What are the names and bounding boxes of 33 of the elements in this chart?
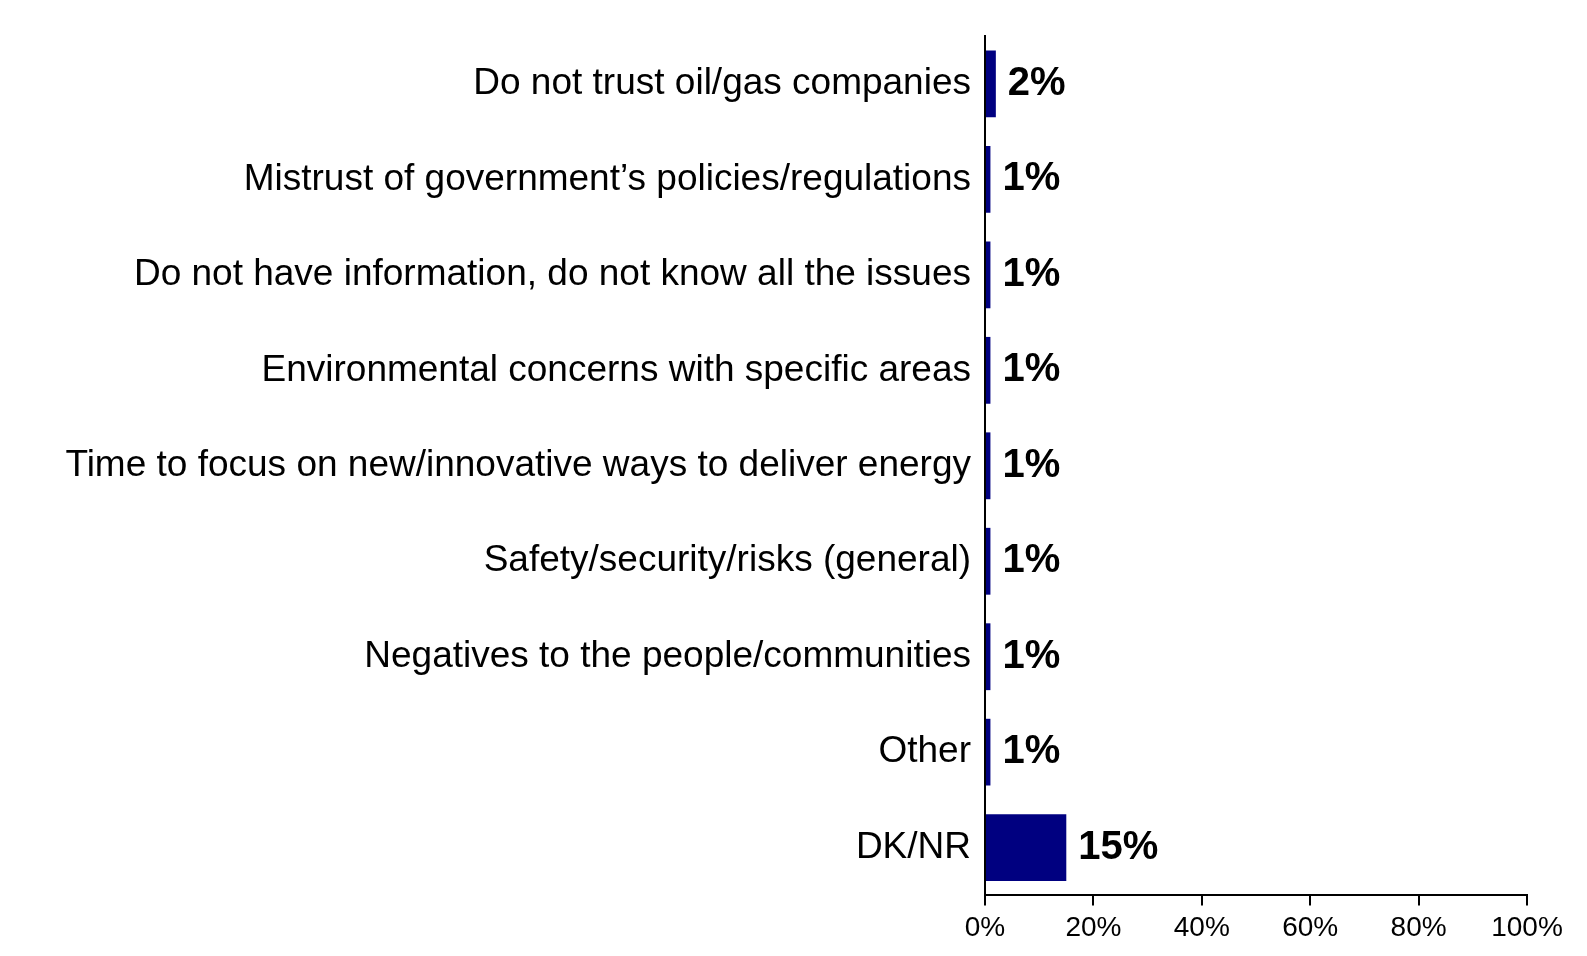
y-tick-label: Mistrust of government’s policies/regulations (243, 156, 971, 198)
y-tick-label: Safety/security/risks (general) (483, 538, 971, 580)
y-tick-label: Other (878, 729, 971, 771)
y-tick-label: Do not trust oil/gas companies (473, 61, 971, 103)
y-tick-label: Do not have information, do not know all the issues (133, 252, 971, 294)
data-label: 1% (1002, 154, 1061, 199)
x-tick-label: 80% (1390, 910, 1447, 942)
x-tick-label: 60% (1282, 910, 1339, 942)
bar (986, 527, 991, 595)
bar (986, 718, 991, 786)
data-label: 1% (1002, 727, 1061, 772)
data-label: 1% (1002, 631, 1061, 676)
bar (986, 336, 991, 404)
data-label: 1% (1002, 345, 1061, 390)
data-label: 2% (1007, 58, 1066, 103)
y-tick-label: Negatives to the people/communities (364, 633, 971, 675)
bar (986, 432, 991, 500)
x-tick-label: 0% (964, 910, 1006, 942)
y-tick-label: DK/NR (855, 824, 971, 866)
x-tick-label: 40% (1173, 910, 1230, 942)
x-tick-label: 100% (1491, 910, 1563, 942)
data-label: 15% (1078, 822, 1159, 867)
y-tick-label: Time to focus on new/innovative ways to deliver energy (65, 443, 972, 484)
bar (986, 145, 991, 213)
y-tick-label: Environmental concerns with specific areas (261, 347, 971, 389)
bar (986, 814, 1067, 882)
bar (986, 241, 991, 309)
data-label: 1% (1002, 536, 1061, 581)
bar (986, 50, 996, 118)
bar (986, 623, 991, 691)
data-label: 1% (1002, 249, 1061, 294)
x-tick-label: 20% (1065, 910, 1122, 942)
data-label: 1% (1002, 440, 1061, 485)
